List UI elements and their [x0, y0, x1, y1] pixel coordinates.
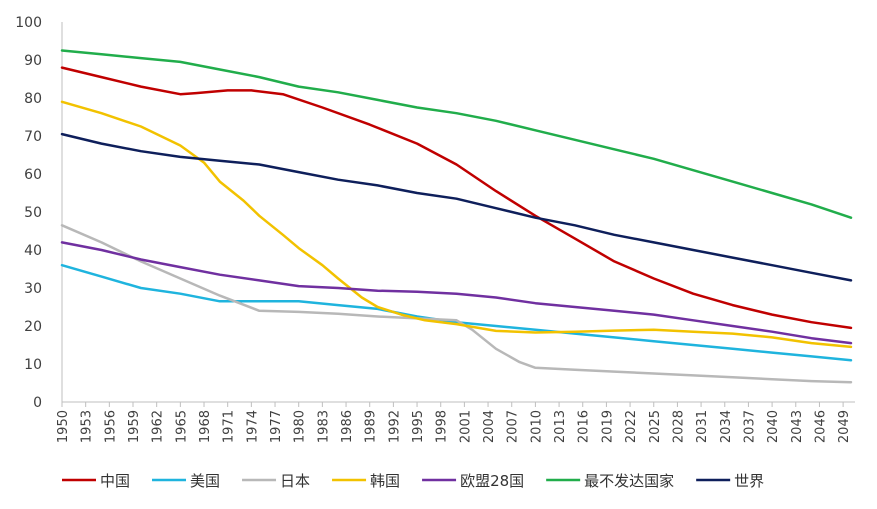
- x-tick-label: 1983: [316, 410, 331, 443]
- x-tick-label: 1980: [293, 410, 308, 443]
- x-tick-label: 2022: [624, 410, 639, 443]
- legend-label-1: 美国: [190, 472, 220, 490]
- x-tick-label: 1950: [56, 410, 71, 443]
- y-tick-label: 0: [33, 395, 42, 411]
- legend-label-0: 中国: [100, 472, 130, 490]
- x-tick-label: 2034: [719, 410, 734, 443]
- x-tick-label: 2007: [506, 410, 521, 443]
- y-tick-labels: 0 10 20 30 40 50 60 70 80 90 100: [15, 15, 42, 411]
- x-tick-label: 1956: [103, 410, 118, 443]
- legend-label-4: 欧盟28国: [460, 472, 524, 490]
- x-tick-label: 2016: [577, 410, 592, 443]
- series-line-4: [60, 241, 853, 345]
- x-tick-label: 2040: [766, 410, 781, 443]
- series-line-5: [60, 49, 853, 219]
- x-tick-label: 2025: [648, 410, 663, 443]
- legend-label-3: 韩国: [370, 472, 400, 490]
- x-tick-label: 2019: [600, 410, 615, 443]
- y-tick-label: 90: [24, 53, 42, 69]
- legend-label-5: 最不发达国家: [584, 472, 674, 490]
- axes: [61, 22, 855, 403]
- x-tick-label: 1998: [435, 410, 450, 443]
- legend: 中国 美国 日本 韩国 欧盟28国 最不发达国家 世界: [62, 472, 764, 490]
- y-tick-label: 10: [24, 357, 42, 373]
- x-tick-label: 2004: [482, 410, 497, 443]
- series-line-3: [60, 100, 853, 349]
- x-tick-label: 1974: [245, 410, 260, 443]
- x-tick-label: 1992: [387, 410, 402, 443]
- y-tick-label: 80: [24, 91, 42, 107]
- series-line-0: [60, 66, 853, 330]
- series-lines: [60, 49, 853, 384]
- x-tick-label: 2046: [813, 410, 828, 443]
- x-tick-label: 1959: [127, 410, 142, 443]
- x-tick-label: 2031: [695, 410, 710, 443]
- x-tick-label: 1962: [151, 410, 166, 443]
- y-tick-label: 60: [24, 167, 42, 183]
- y-tick-label: 70: [24, 129, 42, 145]
- legend-label-2: 日本: [280, 472, 310, 490]
- y-tick-label: 20: [24, 319, 42, 335]
- series-line-6: [60, 132, 853, 282]
- y-tick-label: 40: [24, 243, 42, 259]
- x-tick-label: 1986: [340, 410, 355, 443]
- x-tick-label: 1968: [198, 410, 213, 443]
- x-tick-label: 2013: [553, 410, 568, 443]
- series-line-2: [60, 224, 853, 384]
- legend-label-6: 世界: [734, 472, 764, 490]
- x-tick-labels: 1950 1953 1956 1959 1962 1965 1968 1971 1974 1977…: [56, 402, 852, 443]
- x-tick-label: 2043: [790, 410, 805, 443]
- y-tick-label: 100: [15, 15, 42, 31]
- x-tick-label: 1995: [411, 410, 426, 443]
- series-line-1: [60, 263, 853, 362]
- x-tick-label: 1977: [269, 410, 284, 443]
- y-tick-label: 50: [24, 205, 42, 221]
- x-tick-label: 2049: [837, 410, 852, 443]
- x-tick-label: 2001: [458, 410, 473, 443]
- x-tick-label: 1989: [364, 410, 379, 443]
- x-tick-label: 2010: [529, 410, 544, 443]
- x-tick-label: 1971: [222, 410, 237, 443]
- y-tick-label: 30: [24, 281, 42, 297]
- x-tick-label: 1965: [174, 410, 189, 443]
- x-tick-label: 2028: [671, 410, 686, 443]
- x-tick-label: 2037: [742, 410, 757, 443]
- x-tick-label: 1953: [80, 410, 95, 443]
